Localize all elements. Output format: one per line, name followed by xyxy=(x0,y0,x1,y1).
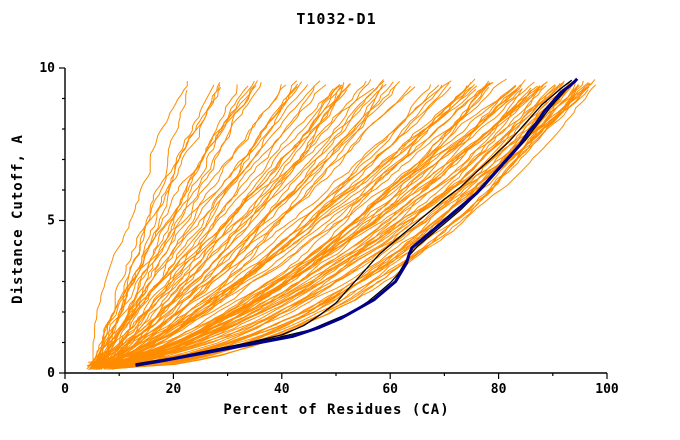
model-curve xyxy=(92,81,188,370)
x-tick-label: 0 xyxy=(61,382,69,397)
model-curve xyxy=(107,79,384,364)
x-tick-label: 20 xyxy=(166,382,182,397)
model-curve xyxy=(102,87,519,368)
x-tick-label: 60 xyxy=(382,382,398,397)
model-curve xyxy=(100,85,540,366)
reference-model-1-curve xyxy=(135,79,573,365)
model-curve xyxy=(96,85,557,366)
model-curve xyxy=(114,81,394,366)
model-curve xyxy=(95,80,321,365)
model-curve xyxy=(97,80,385,370)
model-curve xyxy=(95,84,238,369)
model-curve xyxy=(96,84,397,370)
model-curve xyxy=(86,80,298,370)
model-curve xyxy=(96,86,255,366)
x-tick-label: 40 xyxy=(274,382,290,397)
model-curve xyxy=(104,84,327,369)
model-curve xyxy=(108,88,334,369)
model-curve xyxy=(109,86,590,367)
model-curve xyxy=(88,81,494,367)
model-curve xyxy=(98,81,303,366)
y-axis-label: Distance Cutoff, A xyxy=(10,134,26,304)
model-curve xyxy=(102,85,579,366)
model-curve xyxy=(90,83,351,368)
x-tick-label: 100 xyxy=(595,382,619,397)
x-axis-label: Percent of Residues (CA) xyxy=(223,402,450,418)
model-curve xyxy=(105,83,476,364)
model-curve xyxy=(106,88,523,369)
model-curve xyxy=(89,85,249,366)
model-curve xyxy=(97,87,375,363)
model-curve xyxy=(102,80,367,366)
model-curve xyxy=(107,84,287,365)
model-curve xyxy=(86,86,452,367)
model-curve xyxy=(93,90,531,370)
model-curve xyxy=(97,84,215,365)
model-curve xyxy=(102,82,345,367)
model-curve xyxy=(111,83,384,369)
model-curve xyxy=(89,83,574,369)
y-tick-label: 0 xyxy=(47,366,55,381)
model-curve xyxy=(108,81,565,367)
y-tick-label: 10 xyxy=(39,61,55,76)
model-curve xyxy=(114,84,440,365)
model-curve xyxy=(94,82,590,363)
y-tick-label: 5 xyxy=(47,214,55,229)
model-curve xyxy=(105,84,309,364)
model-curve xyxy=(106,84,517,365)
model-curve xyxy=(92,83,299,368)
model-curve xyxy=(100,90,188,370)
chart-title: T1032-D1 xyxy=(296,10,377,28)
model-curve xyxy=(89,84,342,365)
model-curve xyxy=(94,86,515,367)
highlighted-model-curve xyxy=(135,77,579,367)
x-tick-label: 80 xyxy=(491,382,507,397)
model-curve xyxy=(88,85,547,370)
ensemble-curves xyxy=(86,78,596,371)
model-curve xyxy=(95,86,490,367)
model-curve xyxy=(98,85,478,370)
model-curve xyxy=(100,82,490,367)
model-curve xyxy=(98,84,432,364)
axes: 0 20 40 60 80 100 0 5 10 xyxy=(39,61,619,397)
model-curve xyxy=(100,89,348,370)
model-curve xyxy=(96,85,517,370)
model-curve xyxy=(109,81,571,366)
model-curve xyxy=(88,87,532,363)
model-curve xyxy=(109,80,584,370)
model-curve xyxy=(94,84,572,365)
model-curve xyxy=(111,80,490,370)
model-curve xyxy=(108,85,412,366)
highlighted-curves xyxy=(135,77,579,367)
